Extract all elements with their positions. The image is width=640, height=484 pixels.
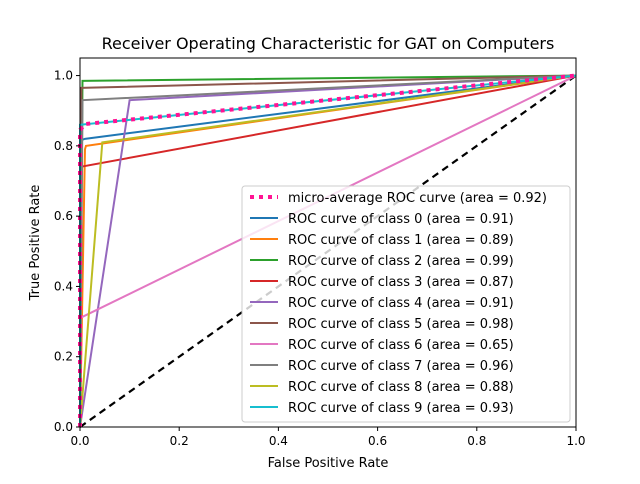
legend-label: ROC curve of class 5 (area = 0.98) [288, 317, 514, 332]
y-tick-label: 1.0 [54, 69, 73, 83]
y-tick-label: 0.4 [54, 279, 73, 293]
legend-label: micro-average ROC curve (area = 0.92) [288, 191, 547, 206]
legend-label: ROC curve of class 3 (area = 0.87) [288, 275, 514, 290]
y-tick-label: 0.8 [54, 139, 73, 153]
y-axis-label: True Positive Rate [28, 185, 43, 302]
x-tick-label: 0.2 [170, 434, 189, 448]
legend-label: ROC curve of class 8 (area = 0.88) [288, 380, 514, 395]
y-axis-ticks: 0.0 0.2 0.4 0.6 0.8 1.0 [54, 69, 80, 434]
chart-legend: micro-average ROC curve (area = 0.92) ROC… [242, 186, 570, 422]
y-tick-label: 0.6 [54, 209, 73, 223]
legend-label: ROC curve of class 9 (area = 0.93) [288, 401, 514, 416]
y-tick-label: 0.0 [54, 420, 73, 434]
y-tick-label: 0.2 [54, 350, 73, 364]
legend-label: ROC curve of class 4 (area = 0.91) [288, 296, 514, 311]
x-tick-label: 0.4 [269, 434, 288, 448]
x-axis-label: False Positive Rate [268, 456, 389, 471]
x-tick-label: 0.8 [467, 434, 486, 448]
legend-label: ROC curve of class 6 (area = 0.65) [288, 338, 514, 353]
legend-label: ROC curve of class 7 (area = 0.96) [288, 359, 514, 374]
chart-title: Receiver Operating Characteristic for GA… [102, 34, 555, 53]
legend-label: ROC curve of class 2 (area = 0.99) [288, 254, 514, 269]
legend-label: ROC curve of class 0 (area = 0.91) [288, 212, 514, 227]
x-tick-label: 0.6 [368, 434, 387, 448]
legend-label: ROC curve of class 1 (area = 0.89) [288, 233, 514, 248]
x-tick-label: 0.0 [70, 434, 89, 448]
x-tick-label: 1.0 [566, 434, 585, 448]
x-axis-ticks: 0.0 0.2 0.4 0.6 0.8 1.0 [70, 427, 585, 448]
